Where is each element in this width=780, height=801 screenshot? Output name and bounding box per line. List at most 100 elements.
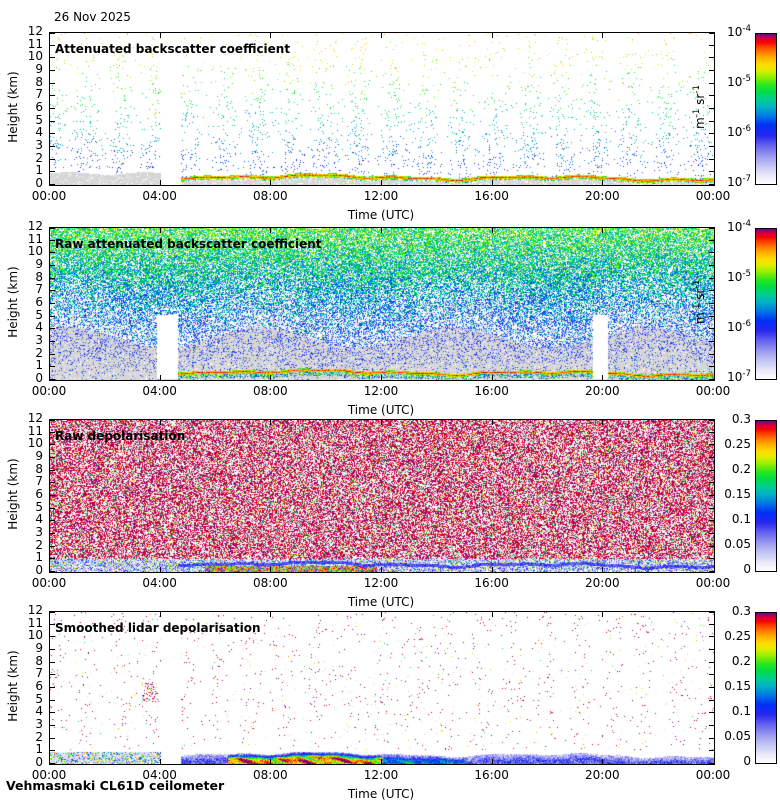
y-tick-mark-right (709, 277, 714, 279)
y-tick-mark-right (709, 44, 714, 46)
x-tick-mark-top (381, 420, 382, 425)
y-tick-label: 12 (27, 411, 43, 425)
y-tick-label: 11 (27, 423, 43, 438)
y-tick-mark-right (709, 444, 714, 446)
y-tick-mark (50, 33, 55, 34)
x-tick-mark-top (159, 228, 161, 233)
colorbar-gradient-attenuated-backscatter (756, 34, 776, 184)
y-tick-mark-right (709, 158, 714, 160)
y-tick-mark-right (709, 763, 714, 764)
y-tick-label: 7 (35, 282, 43, 297)
y-tick-label: 7 (35, 666, 43, 681)
site-instrument-label: Vehmasmaki CL61D ceilometer (6, 778, 225, 793)
y-tick-label: 3 (35, 333, 43, 347)
colorbar-smoothed-lidar-depolarisation (755, 612, 777, 764)
y-tick-mark (50, 687, 55, 688)
colorbar-tick-label: 0.05 (724, 537, 751, 551)
x-tick-label: 08:00 (253, 189, 288, 203)
y-tick-mark (50, 469, 55, 471)
colorbar-tick-label: 0.3 (731, 412, 751, 426)
x-tick-mark (270, 759, 272, 764)
x-tick-label: 16:00 (474, 768, 509, 782)
y-tick-label: 10 (27, 628, 43, 643)
x-tick-mark (270, 375, 272, 380)
y-tick-mark (50, 82, 55, 84)
y-tick-label: 6 (35, 679, 43, 693)
y-tick-mark (50, 353, 55, 355)
y-tick-label: 4 (35, 320, 43, 335)
y-tick-mark (50, 558, 55, 560)
y-tick-label: 5 (35, 691, 43, 706)
heatmap-canvas-smoothed-lidar-depolarisation (50, 612, 714, 764)
y-tick-mark (50, 146, 55, 147)
colorbar-gradient-raw-depolarisation (756, 421, 776, 571)
y-tick-mark-right (709, 699, 714, 701)
y-tick-label: 5 (35, 112, 43, 127)
y-tick-mark (50, 303, 55, 304)
y-tick-label: 10 (27, 49, 43, 64)
x-tick-mark-top (602, 228, 604, 233)
y-tick-mark-right (709, 520, 714, 522)
y-tick-mark (50, 133, 55, 135)
colorbar-tick-label: 0.1 (731, 704, 751, 718)
y-tick-mark (50, 95, 55, 97)
y-tick-label: 5 (35, 307, 43, 322)
x-tick-mark (381, 567, 382, 572)
y-tick-mark-right (709, 239, 714, 241)
plot-area-raw-depolarisation[interactable] (49, 419, 715, 573)
y-tick-label: 7 (35, 474, 43, 489)
y-tick-label: 1 (35, 742, 43, 757)
y-tick-mark-right (709, 95, 714, 97)
y-tick-label: 0 (35, 371, 43, 385)
colorbar-attenuated-backscatter (755, 33, 777, 185)
heatmap-canvas-raw-depolarisation (50, 420, 714, 572)
x-tick-mark (270, 180, 272, 185)
y-tick-mark-right (709, 649, 714, 650)
x-tick-mark-top (159, 33, 161, 38)
x-tick-label: 20:00 (585, 189, 620, 203)
x-tick-mark (602, 567, 604, 572)
y-tick-label: 3 (35, 525, 43, 539)
y-tick-label: 8 (35, 653, 43, 668)
x-tick-label: 04:00 (142, 576, 177, 590)
x-tick-mark-top (270, 228, 272, 233)
y-tick-mark (50, 277, 55, 279)
y-tick-label: 6 (35, 487, 43, 501)
x-tick-label: 16:00 (474, 384, 509, 398)
colorbar-tick-label: 0.15 (724, 487, 751, 501)
y-tick-label: 4 (35, 512, 43, 527)
colorbar-tick-label: 10-6 (727, 124, 751, 139)
y-tick-label: 0 (35, 755, 43, 769)
x-tick-label: 12:00 (363, 189, 399, 203)
y-tick-mark (50, 265, 55, 266)
y-tick-mark-right (709, 33, 714, 34)
y-tick-mark (50, 571, 55, 572)
y-tick-label: 11 (27, 36, 43, 51)
x-tick-label: 12:00 (363, 384, 399, 398)
y-tick-mark (50, 379, 55, 380)
colorbar-tick-label: 10-6 (727, 319, 751, 334)
x-tick-mark (159, 567, 161, 572)
y-tick-mark (50, 120, 55, 122)
y-tick-mark-right (709, 57, 714, 59)
colorbar-raw-depolarisation (755, 420, 777, 572)
x-tick-mark (381, 180, 382, 185)
x-tick-label: 04:00 (142, 768, 177, 782)
y-tick-label: 7 (35, 87, 43, 102)
plot-area-smoothed-lidar-depolarisation[interactable] (49, 611, 715, 765)
plot-area-attenuated-backscatter[interactable] (49, 32, 715, 186)
x-tick-mark-top (602, 33, 604, 38)
y-tick-label: 10 (27, 436, 43, 451)
y-tick-mark-right (709, 737, 714, 739)
y-tick-mark (50, 674, 55, 676)
colorbar-tick-label: 0 (743, 754, 751, 768)
colorbar-tick-label: 0.2 (731, 654, 751, 668)
y-tick-label: 2 (35, 150, 43, 165)
x-tick-label: 00:00 (31, 189, 67, 203)
y-tick-label: 9 (35, 449, 43, 463)
x-tick-mark (381, 375, 382, 380)
y-tick-mark-right (709, 545, 714, 547)
plot-area-raw-attenuated-backscatter[interactable] (49, 227, 715, 381)
x-tick-mark (491, 180, 493, 185)
y-tick-mark-right (709, 252, 714, 254)
